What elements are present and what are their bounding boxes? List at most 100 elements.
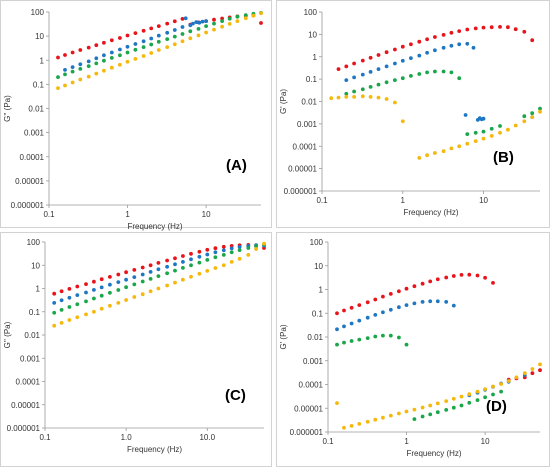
data-point: [75, 293, 80, 297]
data-point: [173, 280, 177, 285]
data-point: [116, 272, 121, 277]
series-blue: [63, 16, 209, 72]
data-point: [156, 24, 161, 28]
data-point: [212, 17, 216, 22]
data-point: [70, 80, 75, 85]
data-point: [67, 295, 72, 300]
data-point: [498, 130, 502, 135]
data-point: [132, 275, 137, 279]
data-point: [189, 263, 193, 268]
data-point: [56, 86, 60, 90]
data-point: [59, 308, 64, 312]
data-point: [165, 283, 170, 288]
data-point: [140, 265, 145, 270]
data-point: [373, 297, 378, 302]
data-point: [227, 22, 232, 26]
y-tick-label: 1: [319, 286, 324, 295]
x-axis-title: Frequency (Hz): [403, 208, 458, 217]
data-point: [467, 392, 472, 397]
data-point: [381, 310, 385, 315]
data-point: [213, 250, 218, 255]
data-point: [173, 256, 177, 261]
data-point: [70, 65, 75, 69]
y-tick-label: 10: [314, 262, 323, 271]
data-point: [404, 409, 409, 414]
y-tick-label: 100: [310, 238, 324, 247]
data-point: [63, 53, 67, 57]
x-axis-title: Frequency (Hz): [127, 222, 182, 231]
data-point: [352, 75, 356, 80]
data-point: [92, 279, 96, 284]
chart-panel: 0.000001 0.00001 0.0001 0.001 0.01 0.1 1 10 100 0…: [276, 232, 550, 467]
data-point: [397, 411, 401, 416]
chart-panel: 0.000001 0.00001 0.0001 0.001 0.01 0.1 1 10 100 0…: [0, 0, 272, 231]
data-point: [124, 285, 128, 290]
data-point: [56, 75, 60, 79]
data-point: [132, 268, 137, 272]
data-point: [118, 36, 122, 40]
data-point: [180, 39, 185, 44]
data-point: [465, 141, 470, 146]
y-tick-label: 0.000001: [284, 187, 318, 196]
data-point: [365, 300, 370, 305]
x-tick-label: 1.0: [121, 433, 133, 442]
data-point: [449, 70, 454, 75]
data-point: [444, 399, 449, 403]
panel-label: (B): [493, 149, 514, 166]
y-tick-label: 0.001: [24, 129, 45, 138]
data-point: [52, 310, 57, 315]
data-point: [433, 69, 437, 74]
data-point: [425, 70, 429, 75]
data-point: [522, 371, 527, 376]
data-point: [360, 72, 365, 77]
data-point: [360, 87, 365, 92]
data-point: [373, 417, 378, 422]
data-point: [373, 313, 378, 317]
data-point: [420, 405, 425, 410]
data-point: [409, 42, 413, 47]
y-tick-label: 1: [40, 56, 45, 65]
data-point: [467, 400, 472, 405]
data-point: [75, 315, 80, 320]
data-point: [404, 342, 409, 347]
data-point: [342, 425, 346, 430]
data-point: [538, 109, 542, 114]
data-point: [522, 119, 527, 124]
data-point: [221, 248, 226, 253]
data-point: [70, 50, 75, 55]
data-point: [75, 302, 80, 307]
data-point: [457, 29, 462, 33]
y-tick-label: 0.001: [303, 357, 324, 366]
panel-label: (A): [226, 157, 247, 174]
data-point: [441, 149, 446, 154]
data-point: [102, 53, 106, 58]
data-point: [451, 396, 456, 401]
data-point: [538, 362, 542, 367]
x-tick-label: 1: [404, 437, 409, 446]
data-point: [180, 25, 185, 29]
data-point: [451, 274, 456, 278]
data-point: [78, 48, 83, 52]
y-tick-label: 0.001: [297, 120, 318, 129]
data-point: [344, 64, 349, 69]
data-point: [237, 245, 242, 249]
data-point: [99, 306, 104, 311]
y-tick-label: 0.0001: [16, 378, 41, 387]
data-point: [237, 248, 242, 253]
data-point: [352, 89, 356, 94]
data-point: [102, 58, 106, 63]
data-point: [212, 27, 216, 32]
data-point: [181, 254, 185, 258]
data-point: [84, 290, 88, 295]
data-point: [86, 74, 91, 79]
data-point: [140, 292, 145, 297]
data-point: [381, 333, 385, 338]
x-tick-label: 10.0: [199, 433, 215, 442]
data-point: [513, 27, 518, 32]
data-point: [262, 241, 266, 246]
data-point: [118, 62, 122, 67]
series-yellow: [335, 362, 542, 430]
data-point: [133, 42, 138, 46]
data-point: [459, 273, 464, 277]
data-point: [506, 25, 510, 30]
